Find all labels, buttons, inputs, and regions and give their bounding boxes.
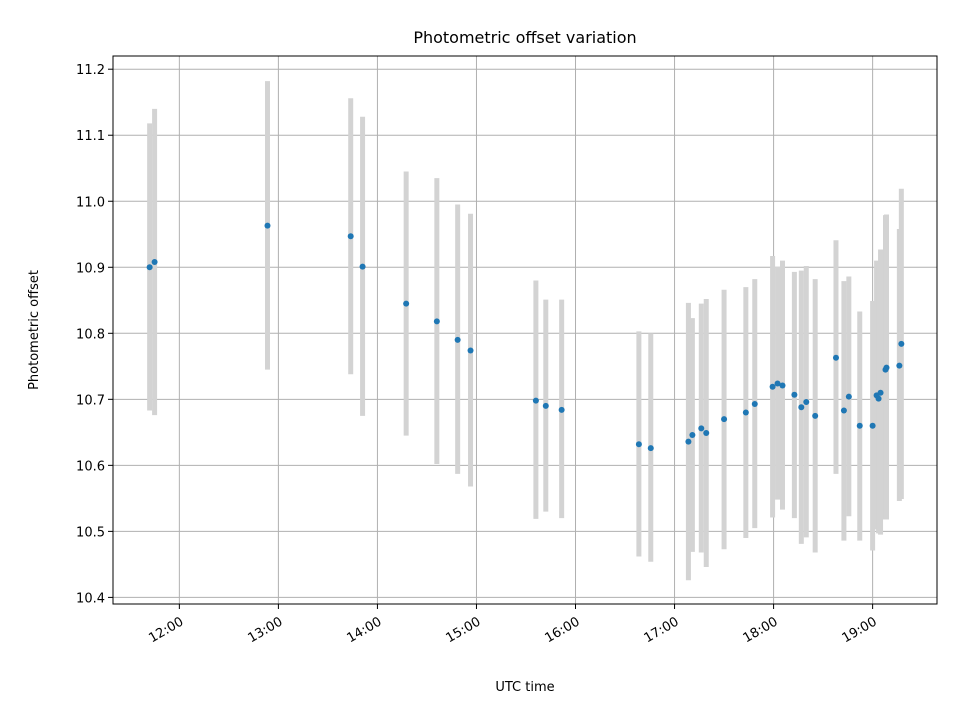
data-point [875, 395, 882, 402]
x-tick-label: 14:00 [344, 614, 384, 646]
data-point [647, 445, 654, 452]
data-point [803, 398, 810, 405]
x-axis-ticks: 12:00 13:00 14:00 15:00 16:00 17:00 18:00 19:00 [146, 604, 880, 646]
data-point [689, 431, 696, 438]
x-tick-label: 17:00 [642, 614, 682, 646]
data-point [742, 409, 749, 416]
data-point [558, 406, 565, 413]
data-point [832, 354, 839, 361]
data-point [896, 362, 903, 369]
data-point [898, 340, 905, 347]
data-point [347, 233, 354, 240]
data-point [454, 336, 461, 343]
data-point [635, 441, 642, 448]
data-point [721, 416, 728, 423]
error-bars [147, 81, 904, 581]
y-axis-ticks: 10.4 10.5 10.6 10.7 10.8 10.9 11.0 11.1 11.2 [76, 63, 113, 606]
data-point [403, 300, 410, 307]
y-tick-label: 11.2 [76, 63, 105, 78]
data-point [883, 364, 890, 371]
data-point [532, 397, 539, 404]
x-tick-label: 19:00 [840, 614, 880, 646]
plot-frame [112, 55, 938, 605]
data-point [812, 412, 819, 419]
y-tick-label: 10.7 [76, 393, 105, 408]
x-tick-label: 16:00 [543, 614, 583, 646]
data-point [698, 425, 705, 432]
y-tick-label: 11.0 [76, 195, 105, 210]
chart-title: Photometric offset variation [413, 28, 636, 47]
y-tick-label: 10.4 [76, 591, 105, 606]
x-axis-label: UTC time [495, 680, 554, 695]
data-point [856, 422, 863, 429]
x-tick-label: 13:00 [245, 614, 285, 646]
y-tick-label: 10.9 [76, 261, 105, 276]
data-point [840, 407, 847, 414]
y-tick-label: 11.1 [76, 129, 105, 144]
data-point [146, 264, 153, 271]
data-point [467, 347, 474, 354]
data-point [359, 263, 366, 270]
data-point [542, 402, 549, 409]
data-point [845, 393, 852, 400]
y-tick-label: 10.6 [76, 459, 105, 474]
data-point [433, 318, 440, 325]
data-point [769, 383, 776, 390]
y-tick-label: 10.5 [76, 525, 105, 540]
data-point [703, 429, 710, 436]
data-point [877, 389, 884, 396]
x-tick-label: 12:00 [146, 614, 186, 646]
data-point [751, 400, 758, 407]
data-point [791, 391, 798, 398]
data-points [146, 222, 905, 452]
y-axis-label: Photometric offset [27, 270, 42, 390]
x-tick-label: 15:00 [444, 614, 484, 646]
y-tick-label: 10.8 [76, 327, 105, 342]
data-point [685, 438, 692, 445]
x-tick-label: 18:00 [741, 614, 781, 646]
data-point [798, 404, 805, 411]
data-point [774, 380, 781, 387]
data-point [869, 422, 876, 429]
data-point [151, 258, 158, 265]
data-point [779, 382, 786, 389]
data-point [264, 222, 271, 229]
